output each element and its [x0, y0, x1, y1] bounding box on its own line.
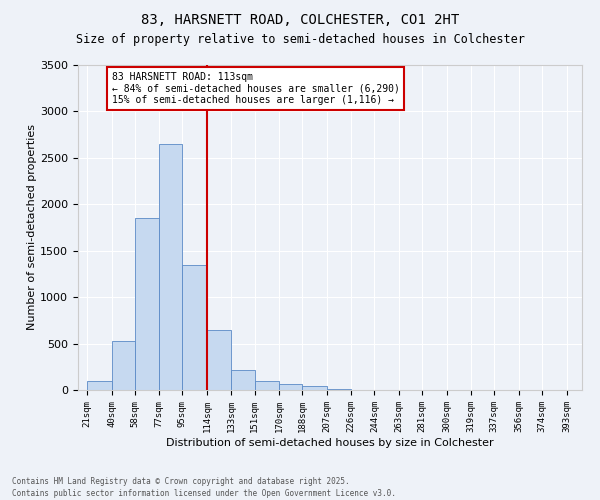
X-axis label: Distribution of semi-detached houses by size in Colchester: Distribution of semi-detached houses by …: [166, 438, 494, 448]
Bar: [207, 330, 232, 390]
Text: Contains public sector information licensed under the Open Government Licence v3: Contains public sector information licen…: [12, 488, 396, 498]
Y-axis label: Number of semi-detached properties: Number of semi-detached properties: [28, 124, 37, 330]
Bar: [112, 341, 135, 390]
Bar: [327, 389, 351, 390]
Bar: [302, 386, 327, 390]
Bar: [182, 264, 207, 390]
Bar: [254, 380, 279, 390]
Text: 83 HARSNETT ROAD: 113sqm
← 84% of semi-detached houses are smaller (6,290)
15% o: 83 HARSNETT ROAD: 113sqm ← 84% of semi-d…: [112, 72, 400, 104]
Bar: [87, 380, 112, 390]
Text: Contains HM Land Registry data © Crown copyright and database right 2025.: Contains HM Land Registry data © Crown c…: [12, 477, 350, 486]
Bar: [232, 370, 254, 390]
Text: Size of property relative to semi-detached houses in Colchester: Size of property relative to semi-detach…: [76, 32, 524, 46]
Bar: [159, 144, 182, 390]
Bar: [279, 384, 302, 390]
Bar: [135, 218, 159, 390]
Text: 83, HARSNETT ROAD, COLCHESTER, CO1 2HT: 83, HARSNETT ROAD, COLCHESTER, CO1 2HT: [141, 12, 459, 26]
